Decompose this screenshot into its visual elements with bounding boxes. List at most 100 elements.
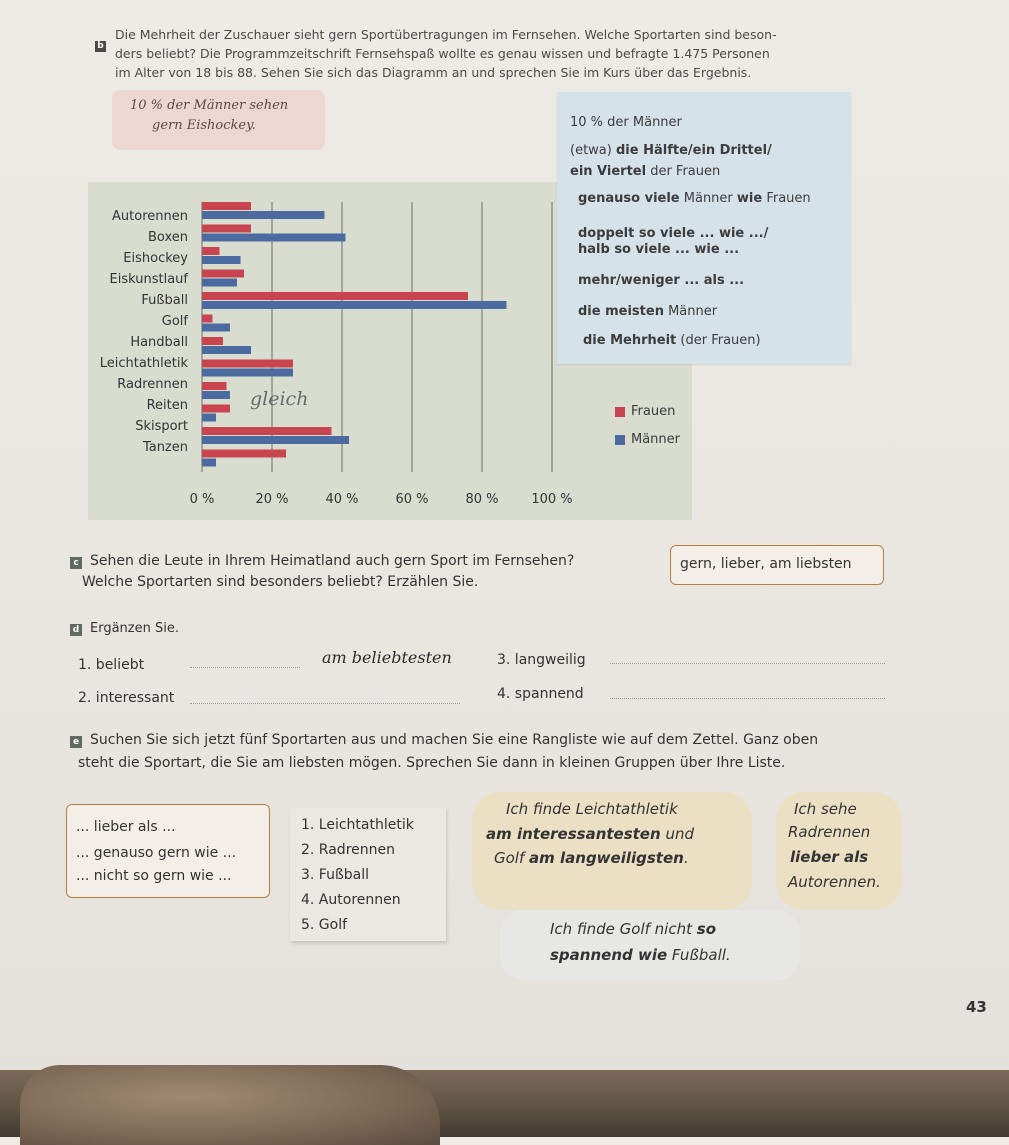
grammar-box-gern-text: gern, lieber, am liebsten <box>680 556 852 572</box>
category-label: Boxen <box>148 230 188 245</box>
answer-line-1a <box>190 666 300 668</box>
ranking-item: 2. Radrennen <box>301 842 395 858</box>
speech-bubble-2-line-3: lieber als <box>790 848 869 866</box>
grammar-box-lieber: ... lieber als ... ... genauso gern wie … <box>66 804 270 898</box>
bar-maenner <box>202 391 230 399</box>
speech-bubble-2-line-1: Ich sehe <box>794 800 857 818</box>
phrase-die-meisten: die meisten Männer <box>578 304 718 319</box>
grammar-box-lieber-line-1: ... lieber als ... <box>76 819 176 835</box>
bar-frauen <box>202 449 286 458</box>
page-number: 43 <box>966 998 987 1016</box>
task-d-item-4: 4. spannend <box>497 686 584 702</box>
intro-line-3: im Alter von 18 bis 88. Sehen Sie sich d… <box>115 65 752 80</box>
category-label: Leichtathletik <box>100 356 189 371</box>
answer-line-3 <box>610 662 885 664</box>
bar-maenner <box>202 436 349 444</box>
x-tick-label: 40 % <box>325 492 358 507</box>
phrase-fraction: (etwa) die Hälfte/ein Drittel/ <box>570 143 772 158</box>
bar-frauen <box>202 292 468 300</box>
handwritten-gleich: gleich <box>250 388 309 410</box>
phrase-quarter: ein Viertel der Frauen <box>570 164 721 179</box>
bar-frauen <box>202 202 251 210</box>
bar-maenner <box>202 323 230 332</box>
legend-frauen-swatch <box>615 406 625 417</box>
intro-line-2: ders beliebt? Die Programmzeitschrift Fe… <box>115 46 770 61</box>
example-note: 10 % der Männer sehen gern Eishockey. <box>112 90 325 150</box>
category-label: Tanzen <box>142 440 188 455</box>
task-d-answer-1: am beliebtesten <box>322 648 452 667</box>
ranking-item: 5. Golf <box>301 917 348 933</box>
example-note-line-1: 10 % der Männer sehen <box>130 98 289 113</box>
x-tick-label: 20 % <box>255 492 288 507</box>
exercise-badge-d: d <box>70 624 82 636</box>
grammar-box-lieber-line-2: ... genauso gern wie ... <box>76 845 237 861</box>
exercise-badge-b: b <box>95 41 106 52</box>
category-label: Reiten <box>147 398 188 413</box>
speech-bubble-3: Ich finde Golf nicht so spannend wie Fuß… <box>500 910 800 980</box>
legend-maenner: Männer <box>615 432 680 447</box>
bar-frauen <box>202 224 251 233</box>
bar-maenner <box>202 368 293 377</box>
bar-maenner <box>202 211 325 219</box>
ranking-note: 1. Leichtathletik 2. Radrennen 3. Fußball 4… <box>290 808 446 941</box>
grammar-box-gern: gern, lieber, am liebsten <box>670 545 884 585</box>
phrase-mehr-weniger: mehr/weniger ... als ... <box>578 273 745 288</box>
bar-frauen <box>202 314 213 323</box>
bar-frauen <box>202 359 293 368</box>
category-label: Handball <box>130 335 188 350</box>
task-e-line-1: Suchen Sie sich jetzt fünf Sportarten au… <box>90 732 819 748</box>
phrases-panel <box>557 92 851 364</box>
x-tick-label: 60 % <box>395 492 428 507</box>
bar-frauen <box>202 247 220 255</box>
task-c-line-1: Sehen die Leute in Ihrem Heimatland auch… <box>90 553 575 569</box>
ranking-item: 1. Leichtathletik <box>301 817 414 833</box>
category-label: Fußball <box>141 293 188 308</box>
speech-bubble-1: Ich finde Leichtathletik am interessante… <box>472 792 752 910</box>
legend-frauen: Frauen <box>615 404 675 419</box>
intro-line-1: Die Mehrheit der Zuschauer sieht gern Sp… <box>115 27 777 42</box>
speech-bubble-2: Ich sehe Radrennen lieber als Autorennen… <box>776 792 902 910</box>
x-tick-label: 80 % <box>465 492 498 507</box>
exercise-badge-c: c <box>70 557 82 569</box>
answer-line-4[interactable] <box>610 697 885 699</box>
ranking-item: 3. Fußball <box>301 867 370 883</box>
phrase-halb: halb so viele ... wie ... <box>578 242 740 257</box>
task-d-item-3: 3. langweilig <box>497 652 586 668</box>
exercise-badge-e: e <box>70 736 82 748</box>
category-label: Autorennen <box>112 209 188 224</box>
ranking-item: 4. Autorennen <box>301 892 401 908</box>
sleeve-fabric <box>20 1065 440 1145</box>
speech-bubble-1-line-2: am interessantesten und <box>486 825 694 843</box>
speech-bubble-1-line-1: Ich finde Leichtathletik <box>506 800 678 818</box>
speech-bubble-3-line-2: spannend wie Fußball. <box>550 946 731 964</box>
intro-paragraph: Die Mehrheit der Zuschauer sieht gern Sp… <box>115 25 875 82</box>
speech-bubble-1-line-3: Golf am langweiligsten. <box>494 849 689 867</box>
x-tick-label: 100 % <box>531 492 572 507</box>
bar-maenner <box>202 301 507 309</box>
category-label: Eishockey <box>123 251 188 266</box>
category-label: Skisport <box>135 419 188 434</box>
category-label: Eiskunstlauf <box>110 272 189 287</box>
x-tick-label: 0 % <box>190 492 215 507</box>
example-note-line-2: gern Eishockey. <box>152 118 256 133</box>
bar-maenner <box>202 413 216 422</box>
bar-maenner <box>202 346 251 354</box>
phrase-10-percent: 10 % der Männer <box>570 115 682 130</box>
speech-bubble-2-line-4: Autorennen. <box>788 873 881 891</box>
category-label: Golf <box>162 314 189 329</box>
phrase-mehrheit: die Mehrheit (der Frauen) <box>583 333 761 348</box>
bar-frauen <box>202 404 230 413</box>
phrase-doppelt: doppelt so viele ... wie .../ <box>578 226 769 241</box>
phrase-genauso: genauso viele Männer wie Frauen <box>578 191 811 206</box>
bar-maenner <box>202 256 241 264</box>
bar-frauen <box>202 269 244 278</box>
speech-bubble-2-line-2: Radrennen <box>788 823 871 841</box>
bar-maenner <box>202 278 237 287</box>
task-d-label: Ergänzen Sie. <box>90 621 179 636</box>
answer-line-2[interactable] <box>190 702 460 704</box>
bar-maenner <box>202 233 346 242</box>
task-c-line-2: Welche Sportarten sind besonders beliebt… <box>82 574 479 590</box>
task-d-item-1: 1. beliebt <box>78 657 145 673</box>
grammar-box-lieber-line-3: ... nicht so gern wie ... <box>76 868 232 884</box>
bar-chart: 0 % 20 % 40 % 60 % 80 % 100 % Autorennen Boxen E… <box>100 202 573 507</box>
